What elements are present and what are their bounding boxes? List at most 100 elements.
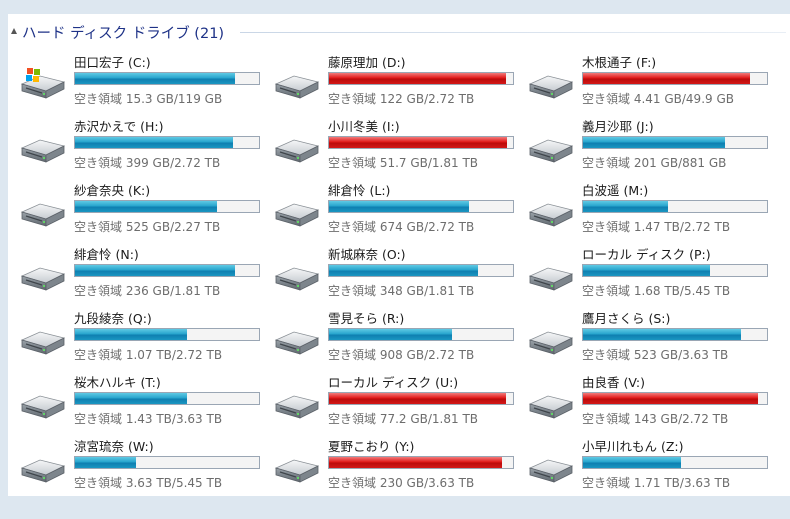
hard-drive-icon [20,331,66,355]
hard-drive-icon [528,267,574,291]
drive-free-space: 空き領域 236 GB/1.81 TB [74,284,221,298]
drive-usage-fill [329,457,502,468]
drive-usage-fill [75,457,136,468]
drive-name: ローカル ディスク (P:) [582,247,711,262]
drive-usage-fill [329,329,453,340]
hard-drive-icon [528,75,574,99]
drive-item-10[interactable]: 新城麻奈 (O:) 空き領域 348 GB/1.81 TB [272,244,526,306]
drive-usage-bar [582,264,768,277]
drive-name: 桜木ハルキ (T:) [74,375,161,390]
drive-item-1[interactable]: 藤原理加 (D:) 空き領域 122 GB/2.72 TB [272,52,526,114]
drive-item-5[interactable]: 義月沙耶 (J:) 空き領域 201 GB/881 GB [526,116,780,178]
hard-drive-icon [528,139,574,163]
drive-free-space: 空き領域 1.47 TB/2.72 TB [582,220,731,234]
drive-usage-bar [74,200,260,213]
drive-usage-bar [328,264,514,277]
drive-item-20[interactable]: 小早川れもん (Z:) 空き領域 1.71 TB/3.63 TB [526,436,780,498]
drive-item-2[interactable]: 木根通子 (F:) 空き領域 4.41 GB/49.9 GB [526,52,780,114]
drive-usage-bar [582,136,768,149]
drive-usage-bar [74,456,260,469]
drive-usage-fill [583,457,681,468]
drive-name: 義月沙耶 (J:) [582,119,654,134]
drive-name: 赤沢かえで (H:) [74,119,164,134]
drive-usage-bar [582,392,768,405]
drive-item-11[interactable]: ローカル ディスク (P:) 空き領域 1.68 TB/5.45 TB [526,244,780,306]
hard-drive-icon [274,139,320,163]
drive-usage-fill [583,265,710,276]
drive-usage-bar [582,200,768,213]
drive-name: 小早川れもん (Z:) [582,439,684,454]
drive-name: 緋倉怜 (L:) [328,183,391,198]
drive-usage-bar [582,72,768,85]
drive-free-space: 空き領域 523 GB/3.63 TB [582,348,729,362]
drive-name: 雪見そら (R:) [328,311,405,326]
drive-item-18[interactable]: 涼宮琉奈 (W:) 空き領域 3.63 TB/5.45 TB [18,436,272,498]
drive-usage-fill [75,393,188,404]
hard-drive-icon [20,459,66,483]
drive-free-space: 空き領域 348 GB/1.81 TB [328,284,475,298]
drive-usage-fill [75,201,217,212]
drive-name: 涼宮琉奈 (W:) [74,439,154,454]
drive-usage-fill [329,73,506,84]
drive-name: 緋倉怜 (N:) [74,247,139,262]
drive-usage-bar [328,72,514,85]
windows-drive-icon [20,75,66,99]
drive-usage-fill [75,329,188,340]
drive-usage-fill [583,73,751,84]
drive-item-6[interactable]: 紗倉奈央 (K:) 空き領域 525 GB/2.27 TB [18,180,272,242]
drive-usage-fill [329,137,508,148]
drive-item-13[interactable]: 雪見そら (R:) 空き領域 908 GB/2.72 TB [272,308,526,370]
hard-drive-icon [20,395,66,419]
drive-usage-fill [583,329,742,340]
drive-free-space: 空き領域 51.7 GB/1.81 TB [328,156,479,170]
hard-drive-icon [20,203,66,227]
hard-drive-icon [528,203,574,227]
drive-item-17[interactable]: 由良香 (V:) 空き領域 143 GB/2.72 TB [526,372,780,434]
drive-free-space: 空き領域 230 GB/3.63 TB [328,476,475,490]
drive-usage-bar [74,392,260,405]
drive-item-7[interactable]: 緋倉怜 (L:) 空き領域 674 GB/2.72 TB [272,180,526,242]
drive-free-space: 空き領域 4.41 GB/49.9 GB [582,92,734,106]
drive-item-4[interactable]: 小川冬美 (I:) 空き領域 51.7 GB/1.81 TB [272,116,526,178]
drive-free-space: 空き領域 77.2 GB/1.81 TB [328,412,479,426]
drive-free-space: 空き領域 143 GB/2.72 TB [582,412,729,426]
drive-usage-fill [583,201,668,212]
drive-usage-bar [74,264,260,277]
drive-usage-fill [329,265,479,276]
hard-drive-icon [528,459,574,483]
drive-usage-fill [75,137,234,148]
drive-usage-bar [328,328,514,341]
hard-drive-icon [274,459,320,483]
group-header-hard-disk-drives[interactable]: ハード ディスク ドライブ (21) [8,20,790,42]
drive-usage-bar [328,456,514,469]
drive-item-15[interactable]: 桜木ハルキ (T:) 空き領域 1.43 TB/3.63 TB [18,372,272,434]
drive-name: 木根通子 (F:) [582,55,657,70]
hard-drive-icon [528,395,574,419]
drive-item-8[interactable]: 白波遥 (M:) 空き領域 1.47 TB/2.72 TB [526,180,780,242]
drive-free-space: 空き領域 1.71 TB/3.63 TB [582,476,731,490]
collapse-arrow-icon[interactable] [11,28,17,34]
drive-usage-fill [329,201,469,212]
hard-drive-icon [20,139,66,163]
drive-free-space: 空き領域 1.43 TB/3.63 TB [74,412,223,426]
drive-item-16[interactable]: ローカル ディスク (U:) 空き領域 77.2 GB/1.81 TB [272,372,526,434]
drive-name: 新城麻奈 (O:) [328,247,406,262]
drive-usage-bar [328,136,514,149]
drive-usage-bar [582,456,768,469]
drive-name: 紗倉奈央 (K:) [74,183,151,198]
drive-item-9[interactable]: 緋倉怜 (N:) 空き領域 236 GB/1.81 TB [18,244,272,306]
drive-item-14[interactable]: 鷹月さくら (S:) 空き領域 523 GB/3.63 TB [526,308,780,370]
drive-usage-fill [583,137,725,148]
drive-item-3[interactable]: 赤沢かえで (H:) 空き領域 399 GB/2.72 TB [18,116,272,178]
drives-panel: ハード ディスク ドライブ (21) [8,14,790,496]
drive-item-12[interactable]: 九段綾奈 (Q:) 空き領域 1.07 TB/2.72 TB [18,308,272,370]
drive-item-19[interactable]: 夏野こおり (Y:) 空き領域 230 GB/3.63 TB [272,436,526,498]
drive-item-0[interactable]: 田口宏子 (C:) 空き領域 15.3 GB/119 GB [18,52,272,114]
drive-free-space: 空き領域 908 GB/2.72 TB [328,348,475,362]
hard-drive-icon [274,331,320,355]
drive-name: 藤原理加 (D:) [328,55,406,70]
drive-free-space: 空き領域 201 GB/881 GB [582,156,727,170]
drive-free-space: 空き領域 15.3 GB/119 GB [74,92,223,106]
drive-name: 由良香 (V:) [582,375,645,390]
drive-usage-bar [74,136,260,149]
